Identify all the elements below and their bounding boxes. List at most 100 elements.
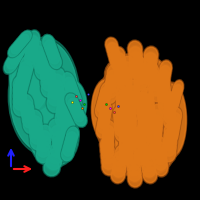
Ellipse shape	[63, 73, 75, 89]
Ellipse shape	[102, 85, 118, 105]
Ellipse shape	[46, 154, 61, 170]
Ellipse shape	[29, 104, 79, 168]
Ellipse shape	[139, 145, 153, 161]
Ellipse shape	[64, 131, 78, 148]
Ellipse shape	[146, 120, 162, 138]
Ellipse shape	[147, 127, 161, 142]
Ellipse shape	[10, 42, 26, 62]
Ellipse shape	[115, 145, 129, 161]
Ellipse shape	[124, 96, 136, 113]
Ellipse shape	[61, 120, 76, 139]
Ellipse shape	[61, 145, 74, 162]
Ellipse shape	[102, 130, 114, 146]
Ellipse shape	[110, 56, 123, 71]
Ellipse shape	[16, 65, 32, 87]
Ellipse shape	[122, 112, 138, 130]
Ellipse shape	[102, 135, 113, 150]
Ellipse shape	[129, 52, 143, 68]
Ellipse shape	[8, 46, 24, 66]
Ellipse shape	[91, 78, 121, 142]
Ellipse shape	[68, 86, 80, 103]
Ellipse shape	[37, 142, 50, 157]
Ellipse shape	[9, 44, 21, 57]
Ellipse shape	[108, 47, 120, 61]
Ellipse shape	[62, 140, 76, 157]
Ellipse shape	[47, 48, 61, 65]
Ellipse shape	[115, 69, 129, 85]
Ellipse shape	[37, 136, 51, 152]
Ellipse shape	[19, 99, 35, 118]
Ellipse shape	[51, 130, 69, 150]
Ellipse shape	[27, 109, 43, 129]
Ellipse shape	[156, 79, 169, 96]
Ellipse shape	[25, 50, 36, 65]
Ellipse shape	[48, 148, 64, 164]
Ellipse shape	[142, 57, 158, 75]
Ellipse shape	[62, 146, 73, 161]
Ellipse shape	[115, 126, 127, 141]
Ellipse shape	[128, 46, 143, 63]
Ellipse shape	[164, 101, 176, 119]
Ellipse shape	[137, 119, 151, 137]
Ellipse shape	[133, 138, 147, 154]
Ellipse shape	[66, 126, 79, 143]
Ellipse shape	[166, 121, 180, 141]
Ellipse shape	[114, 151, 128, 166]
Ellipse shape	[161, 143, 177, 163]
Ellipse shape	[48, 49, 60, 64]
Ellipse shape	[66, 94, 78, 109]
Ellipse shape	[101, 153, 116, 170]
Ellipse shape	[106, 42, 119, 57]
Ellipse shape	[112, 162, 126, 177]
Ellipse shape	[63, 141, 75, 156]
Ellipse shape	[47, 93, 63, 112]
Ellipse shape	[113, 150, 129, 167]
Ellipse shape	[31, 45, 47, 64]
Ellipse shape	[8, 37, 80, 155]
Ellipse shape	[29, 131, 45, 151]
Ellipse shape	[132, 66, 148, 86]
Ellipse shape	[109, 52, 121, 65]
Ellipse shape	[151, 135, 167, 155]
Ellipse shape	[128, 97, 141, 114]
Ellipse shape	[122, 129, 138, 146]
Ellipse shape	[136, 92, 150, 109]
Ellipse shape	[61, 125, 77, 145]
Ellipse shape	[45, 43, 59, 61]
Ellipse shape	[114, 116, 126, 132]
Ellipse shape	[135, 129, 151, 149]
Ellipse shape	[124, 110, 136, 127]
Ellipse shape	[163, 127, 178, 146]
Ellipse shape	[40, 67, 56, 85]
Ellipse shape	[69, 91, 81, 107]
Ellipse shape	[152, 136, 166, 153]
Ellipse shape	[116, 100, 128, 117]
Ellipse shape	[98, 92, 110, 108]
Ellipse shape	[142, 70, 156, 85]
Ellipse shape	[96, 115, 110, 135]
Ellipse shape	[118, 143, 134, 160]
Ellipse shape	[13, 36, 27, 52]
Ellipse shape	[149, 103, 165, 123]
Ellipse shape	[39, 55, 54, 72]
Ellipse shape	[52, 135, 69, 153]
Ellipse shape	[29, 121, 43, 139]
Ellipse shape	[136, 102, 152, 122]
Ellipse shape	[124, 115, 136, 132]
Ellipse shape	[146, 131, 162, 149]
Ellipse shape	[13, 36, 27, 52]
Ellipse shape	[28, 115, 43, 134]
Ellipse shape	[140, 155, 156, 173]
Ellipse shape	[99, 107, 111, 124]
Ellipse shape	[114, 68, 130, 86]
Ellipse shape	[48, 73, 65, 95]
Ellipse shape	[140, 88, 154, 105]
Ellipse shape	[56, 102, 70, 121]
Ellipse shape	[101, 140, 113, 155]
Ellipse shape	[122, 118, 138, 135]
Ellipse shape	[141, 156, 155, 172]
Ellipse shape	[115, 94, 129, 114]
Ellipse shape	[100, 81, 113, 100]
Ellipse shape	[99, 101, 112, 120]
Ellipse shape	[19, 61, 32, 80]
